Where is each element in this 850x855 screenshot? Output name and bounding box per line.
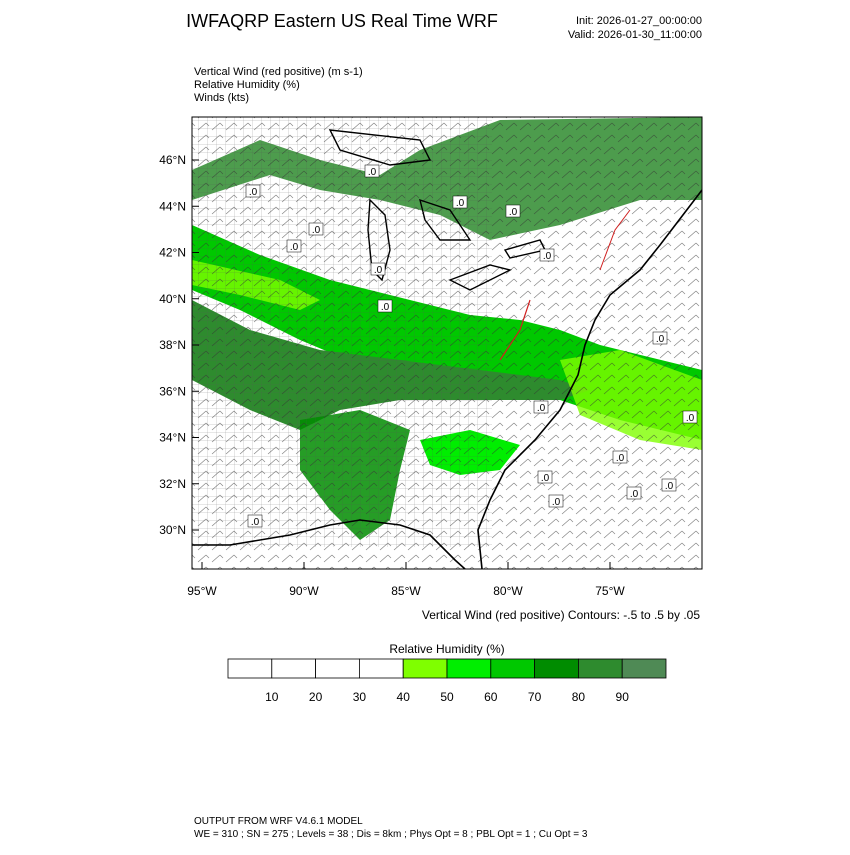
contour-label-box — [537, 470, 553, 484]
contour-label: .0 — [290, 242, 299, 253]
lat-label: 34°N — [159, 431, 186, 445]
contour-label-box — [377, 299, 393, 313]
contour-label-box — [308, 222, 324, 236]
lat-label: 32°N — [159, 477, 186, 491]
contour-label: .0 — [249, 187, 258, 198]
colorbar-label: 70 — [528, 690, 542, 704]
lat-label: 42°N — [159, 246, 186, 260]
contour-label: .0 — [374, 265, 383, 276]
footer-line: WE = 310 ; SN = 275 ; Levels = 38 ; Dis … — [194, 829, 588, 840]
contour-label-box — [539, 248, 555, 262]
colorbar-label: 20 — [309, 690, 323, 704]
contour-label: .0 — [630, 489, 639, 500]
contour-label-box — [652, 331, 668, 345]
colorbar-swatch — [621, 658, 667, 679]
contour-label: .0 — [312, 225, 321, 236]
colorbar-label: 10 — [265, 690, 279, 704]
contour-label-box — [682, 410, 698, 424]
colorbar-swatch — [227, 658, 273, 679]
colorbar-label: 40 — [397, 690, 411, 704]
contour-label: .0 — [537, 403, 546, 414]
footer-line: OUTPUT FROM WRF V4.6.1 MODEL — [194, 816, 363, 827]
contour-label: .0 — [368, 167, 377, 178]
colorbar-swatch — [402, 658, 448, 679]
colorbar-swatch — [446, 658, 492, 679]
colorbar-label: 50 — [440, 690, 454, 704]
field-label: Winds (kts) — [194, 92, 249, 104]
lon-label: 75°W — [595, 584, 625, 598]
colorbar-title: Relative Humidity (%) — [389, 642, 504, 656]
lat-label: 44°N — [159, 199, 186, 213]
field-label: Relative Humidity (%) — [194, 79, 300, 91]
contour-label-box — [533, 400, 549, 414]
lat-label: 46°N — [159, 153, 186, 167]
lat-label: 38°N — [159, 338, 186, 352]
contour-label-box — [370, 262, 386, 276]
colorbar-label: 60 — [484, 690, 498, 704]
colorbar-swatch — [315, 658, 360, 679]
init-time: Init: 2026-01-27_00:00:00 — [576, 15, 702, 27]
contour-label-box — [452, 195, 468, 209]
valid-time: Valid: 2026-01-30_11:00:00 — [568, 29, 702, 41]
colorbar-label: 90 — [616, 690, 630, 704]
contour-label: .0 — [251, 517, 260, 528]
contour-label: .0 — [616, 453, 625, 464]
plot-frame — [191, 116, 703, 570]
contour-label: .0 — [686, 413, 695, 424]
colorbar-label: 30 — [353, 690, 367, 704]
contour-label-box — [364, 164, 380, 178]
lon-label: 95°W — [187, 584, 217, 598]
contour-label: .0 — [456, 198, 465, 209]
contour-label: .0 — [552, 497, 561, 508]
field-label: Vertical Wind (red positive) (m s-1) — [194, 66, 363, 78]
lon-label: 90°W — [289, 584, 319, 598]
lat-label: 40°N — [159, 292, 186, 306]
lon-label: 85°W — [391, 584, 421, 598]
contour-label-box — [286, 239, 302, 253]
colorbar-label: 80 — [572, 690, 586, 704]
contour-note: Vertical Wind (red positive) Contours: -… — [422, 608, 700, 622]
colorbar-swatch — [578, 658, 623, 679]
colorbar-swatch — [271, 658, 316, 679]
contour-label-box — [548, 494, 564, 508]
contour-label: .0 — [541, 473, 550, 484]
contour-label: .0 — [509, 207, 518, 218]
contour-label-box — [626, 486, 642, 500]
lat-label: 36°N — [159, 384, 186, 398]
contour-label-box — [247, 514, 263, 528]
colorbar-swatch — [490, 658, 535, 679]
contour-label: .0 — [665, 481, 674, 492]
title: IWFAQRP Eastern US Real Time WRF — [186, 11, 498, 31]
contour-label-box — [505, 204, 521, 218]
map-area: .0 .0 .0 .0 .0 .0 .0 .0 .0 .0 .0 .0 .0 .0 .0 .0 .0 .0 — [192, 117, 702, 569]
contour-label-box — [661, 478, 677, 492]
contour-label: .0 — [656, 334, 665, 345]
colorbar-swatch — [534, 658, 579, 679]
contour-label-box — [612, 450, 628, 464]
contour-label: .0 — [381, 302, 390, 313]
lat-label: 30°N — [159, 523, 186, 537]
contour-label: .0 — [543, 251, 552, 262]
contour-label-box — [245, 184, 261, 198]
colorbar-swatch — [358, 658, 404, 679]
lon-label: 80°W — [493, 584, 523, 598]
